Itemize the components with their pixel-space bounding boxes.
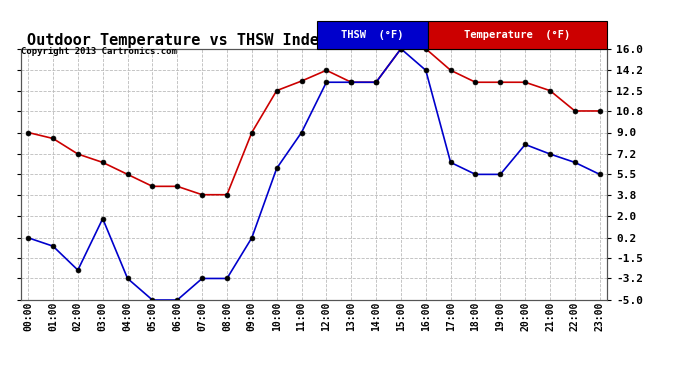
Bar bbox=[428, 21, 607, 49]
Text: Copyright 2013 Cartronics.com: Copyright 2013 Cartronics.com bbox=[21, 47, 177, 56]
Text: Temperature  (°F): Temperature (°F) bbox=[464, 30, 571, 40]
Text: THSW  (°F): THSW (°F) bbox=[342, 30, 404, 40]
Bar bbox=[317, 21, 428, 49]
Title: Outdoor Temperature vs THSW Index per Hour (24 Hours)  20131207: Outdoor Temperature vs THSW Index per Ho… bbox=[26, 33, 602, 48]
